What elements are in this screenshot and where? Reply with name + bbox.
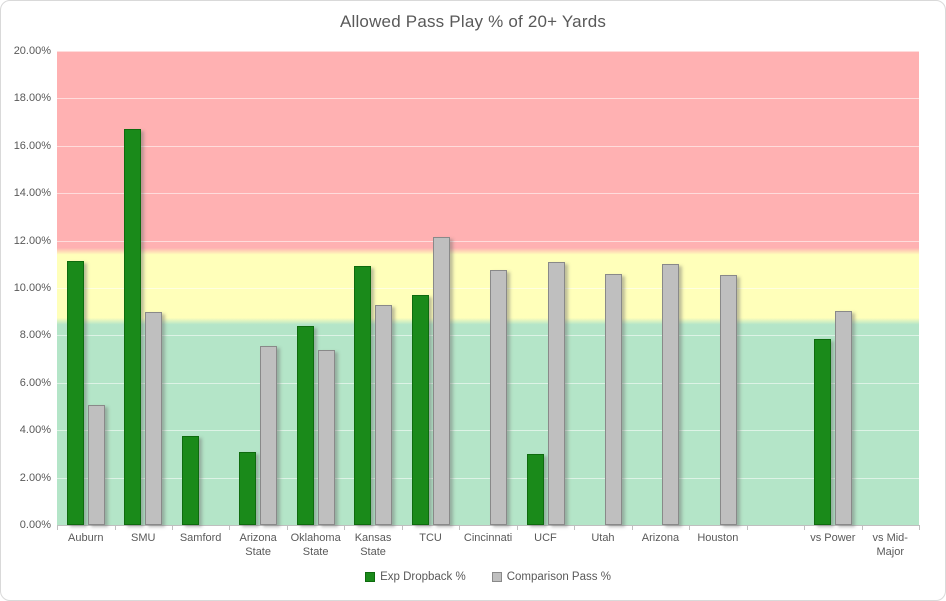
- x-axis-label-kansas-state: Kansas State: [354, 532, 392, 558]
- x-axis-tick: [574, 525, 576, 530]
- x-axis-label-samford: Samford: [179, 532, 222, 544]
- legend-item-comparison-pass: Comparison Pass %: [491, 571, 611, 583]
- x-axis-tick: [516, 525, 518, 530]
- gridline: [57, 193, 919, 195]
- x-axis-ticks: [57, 525, 920, 530]
- gridline: [57, 477, 919, 479]
- legend-label-exp-dropback: Exp Dropback %: [380, 571, 466, 583]
- bar-comparison-pass-oklahoma-state: [317, 349, 335, 525]
- x-axis-tick: [286, 525, 288, 530]
- bar-comparison-pass-ucf: [547, 261, 565, 525]
- gridline: [57, 98, 919, 100]
- y-axis-label: 20.00%: [13, 45, 51, 57]
- bar-exp-dropback-oklahoma-state: [296, 325, 314, 525]
- legend-swatch-exp-dropback-icon: [365, 572, 376, 582]
- y-axis-label: 8.00%: [19, 329, 51, 342]
- x-axis-tick: [229, 525, 231, 530]
- y-axis-label: 10.00%: [13, 282, 51, 294]
- gridline: [57, 145, 919, 147]
- bar-comparison-pass-auburn: [87, 405, 105, 525]
- bar-exp-dropback-vs-power: [813, 339, 831, 525]
- x-axis-tick: [57, 525, 58, 530]
- bar-exp-dropback-tcu: [411, 295, 429, 525]
- bar-comparison-pass-cincinnati: [490, 270, 507, 525]
- legend-item-exp-dropback: Exp Dropback %: [365, 571, 466, 583]
- y-axis-label: 16.00%: [13, 139, 51, 152]
- gridline: [57, 382, 919, 384]
- x-axis-label-auburn: Auburn: [68, 532, 104, 544]
- gridline: [57, 430, 919, 432]
- x-axis-tick: [114, 525, 116, 530]
- x-axis-tick: [459, 525, 461, 530]
- legend-label-comparison-pass: Comparison Pass %: [506, 571, 611, 583]
- x-axis-tick: [804, 525, 806, 530]
- x-axis-label-ucf: UCF: [534, 532, 557, 544]
- bar-comparison-pass-tcu: [432, 237, 450, 525]
- bar-comparison-pass-houston: [719, 275, 737, 525]
- y-axis-label: 4.00%: [19, 424, 51, 437]
- x-axis-tick: [171, 525, 173, 530]
- bar-exp-dropback-ucf: [526, 453, 544, 525]
- x-axis-label-vs-power: vs Power: [810, 532, 856, 544]
- x-axis-label-vs-mid-major: vs Mid-Major: [872, 532, 908, 558]
- x-axis-tick: [919, 525, 920, 530]
- x-axis-label-arizona-state: Arizona State: [239, 532, 277, 558]
- gridline: [57, 240, 919, 242]
- x-axis-label-smu: SMU: [131, 532, 156, 544]
- x-axis-label-cincinnati: Cincinnati: [463, 532, 513, 544]
- bar-comparison-pass-kansas-state: [375, 304, 393, 525]
- x-axis-label-tcu: TCU: [419, 532, 442, 544]
- bar-comparison-pass-utah: [604, 273, 622, 525]
- y-axis-label: 18.00%: [13, 92, 51, 105]
- bar-comparison-pass-smu: [145, 311, 163, 525]
- bar-exp-dropback-arizona-state: [239, 451, 257, 525]
- bar-comparison-pass-arizona: [662, 264, 680, 525]
- x-axis-label-oklahoma-state: Oklahoma State: [290, 532, 341, 558]
- bar-comparison-pass-arizona-state: [260, 346, 278, 525]
- bar-exp-dropback-smu: [124, 129, 142, 525]
- bar-exp-dropback-auburn: [66, 260, 84, 525]
- gridline: [57, 288, 919, 289]
- x-axis-tick: [401, 525, 403, 530]
- y-axis-label: 0.00%: [19, 519, 51, 531]
- bar-exp-dropback-kansas-state: [354, 265, 372, 525]
- gridline: [57, 335, 919, 337]
- y-axis-label: 6.00%: [19, 376, 51, 389]
- legend: Exp Dropback % Comparison Pass %: [57, 571, 919, 583]
- y-axis-label: 12.00%: [13, 234, 51, 247]
- y-axis-label: 2.00%: [19, 471, 51, 484]
- y-axis-label: 14.00%: [13, 187, 51, 200]
- plot-area: [57, 51, 919, 526]
- x-axis-tick: [344, 525, 346, 530]
- x-axis-label-arizona: Arizona: [641, 532, 680, 544]
- x-axis-tick: [746, 525, 748, 530]
- x-axis: Auburn SMU Samford Arizona State Oklahoma St…: [57, 531, 919, 565]
- bar-exp-dropback-samford: [181, 436, 199, 525]
- gridline: [57, 51, 919, 52]
- chart-title: Allowed Pass Play % of 20+ Yards: [339, 12, 607, 31]
- x-axis-tick: [861, 525, 863, 530]
- x-axis-tick: [689, 525, 691, 530]
- legend-swatch-comparison-pass-icon: [491, 572, 502, 582]
- x-axis-tick: [631, 525, 633, 530]
- x-axis-label-houston: Houston: [697, 532, 739, 544]
- bar-comparison-pass-vs-power: [834, 310, 852, 525]
- x-axis-label-utah: Utah: [591, 532, 615, 544]
